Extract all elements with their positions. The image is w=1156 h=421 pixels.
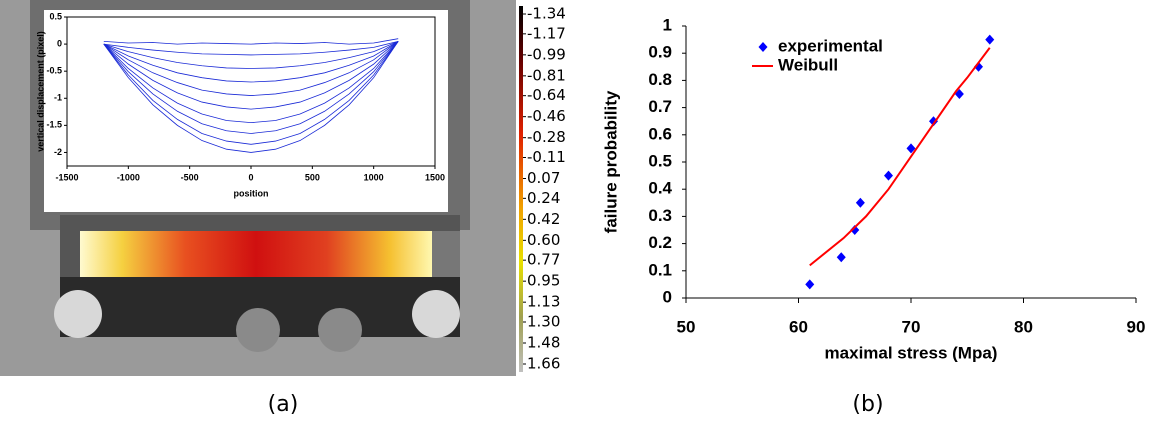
x-tick-label: 500 <box>305 172 320 182</box>
y-tick-label: 0 <box>663 287 672 306</box>
colorbar-label: -0.28 <box>527 128 566 146</box>
inset-chart: 0.5 0 -0.5 -1 -1.5 -2 -1500 -1000 -500 0 500 1000 15… <box>35 11 445 198</box>
colorbar-label: 0.77 <box>527 251 560 269</box>
data-line <box>103 41 399 83</box>
x-tick-label: -1500 <box>55 172 78 182</box>
y-tick-label: 0.1 <box>648 260 672 279</box>
legend-marker <box>758 42 768 52</box>
x-tick-label: 50 <box>677 317 696 336</box>
x-tick-label: 70 <box>902 317 921 336</box>
colorbar-label: 0.07 <box>527 169 560 187</box>
y-tick-label: 0.3 <box>648 206 672 225</box>
y-tick-label: -0.5 <box>46 66 62 76</box>
colorbar-label: 0.60 <box>527 231 560 249</box>
y-tick-label: 1 <box>663 15 672 34</box>
colorbar-label: 0.42 <box>527 210 560 228</box>
data-line <box>103 38 399 45</box>
x-tick-label: 1000 <box>364 172 384 182</box>
y-tick-label: 0.4 <box>648 179 672 198</box>
x-tick-label: 60 <box>789 317 808 336</box>
colorbar-label: 1.66 <box>527 355 560 373</box>
colorbar-label: -0.64 <box>527 86 566 104</box>
data-point <box>850 225 860 235</box>
data-point <box>985 34 995 45</box>
data-point <box>929 116 938 127</box>
x-tick-label: 1500 <box>425 172 445 182</box>
fit-line <box>809 47 991 267</box>
data-line <box>103 41 399 110</box>
x-tick-label: -500 <box>181 172 199 182</box>
x-tick-label: -1000 <box>117 172 140 182</box>
x-axis-label: maximal stress (Mpa) <box>825 343 998 362</box>
y-tick-label: -2 <box>54 147 62 157</box>
y-tick-label: 0.9 <box>648 43 672 62</box>
data-point <box>906 143 916 154</box>
colorbar-label: 0.95 <box>527 272 560 290</box>
y-tick-label: 0.7 <box>648 97 672 116</box>
colorbar-label: 1.13 <box>527 293 560 311</box>
colorbar-label: 1.30 <box>527 313 560 331</box>
y-axis-label: vertical displacement (pixel) <box>35 31 45 152</box>
colorbar-label: -1.34 <box>527 5 566 23</box>
colorbar-label: -0.46 <box>527 107 566 125</box>
data-point <box>836 252 846 263</box>
data-line <box>103 41 399 145</box>
y-tick-label: 0.8 <box>648 70 672 89</box>
x-tick-label: 80 <box>1014 317 1033 336</box>
colorbar-label: 1.48 <box>527 334 560 352</box>
photo <box>0 0 516 376</box>
y-tick-label: -1 <box>54 93 62 103</box>
data-point <box>884 170 893 181</box>
data-line <box>103 41 399 124</box>
y-tick-label: 0.2 <box>648 233 672 252</box>
data-line <box>103 40 399 56</box>
y-tick-label: 0.6 <box>648 124 672 143</box>
x-tick-label: 0 <box>248 172 253 182</box>
y-tick-label: 0.5 <box>648 151 672 170</box>
data-line <box>103 41 399 69</box>
colorbar-label: 0.24 <box>527 189 560 207</box>
caption: (a) <box>268 392 299 417</box>
data-line <box>103 41 399 153</box>
panel-b: 0 0.1 0.2 0.3 0.4 0.5 0.6 0.7 0.8 0.9 1 50 60 70 80 90 e… <box>601 15 1145 362</box>
colorbar-ramp <box>519 6 523 372</box>
legend-label: experimental <box>778 36 883 55</box>
y-tick-label: 0.5 <box>49 11 62 21</box>
colorbar-label: -1.17 <box>527 24 566 42</box>
data-point <box>855 197 865 208</box>
data-point <box>805 279 815 290</box>
data-line <box>103 41 399 96</box>
x-axis-label: position <box>234 188 269 198</box>
data-point <box>954 89 964 99</box>
colorbar-label: -0.11 <box>527 148 566 166</box>
x-tick-label: 90 <box>1127 317 1146 336</box>
data-line <box>103 41 399 134</box>
y-axis-label: failure probability <box>601 90 620 233</box>
colorbar: -1.34-1.17 -0.99 -0.81 -0.64 -0.46 -0.28 -0.11… <box>519 5 566 373</box>
colorbar-label: -0.99 <box>527 45 566 63</box>
caption: (b) <box>852 392 883 417</box>
y-tick-label: 0 <box>57 38 62 48</box>
legend-label: Weibull <box>778 55 838 74</box>
colorbar-label: -0.81 <box>527 66 566 84</box>
y-tick-label: -1.5 <box>46 120 62 130</box>
